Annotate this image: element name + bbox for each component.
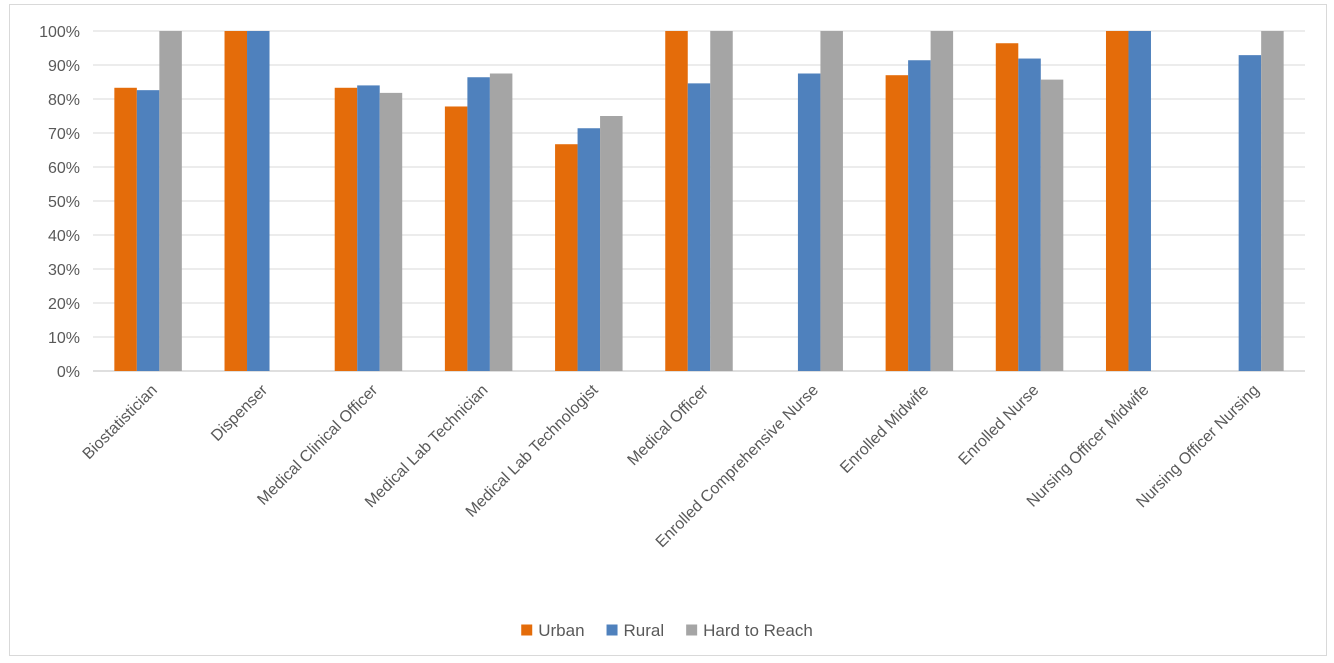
legend-swatch bbox=[521, 624, 533, 636]
x-category-label: Medical Lab Technician bbox=[362, 382, 491, 511]
bar-rural bbox=[577, 128, 601, 371]
x-category-label: Medical Clinical Officer bbox=[254, 381, 381, 508]
legend-swatch bbox=[686, 624, 698, 636]
legend-item-hard-to-reach: Hard to Reach bbox=[686, 621, 813, 640]
x-category-label: Medical Officer bbox=[625, 381, 713, 469]
bar-rural bbox=[136, 90, 160, 371]
bar-hard-to-reach bbox=[159, 31, 182, 371]
bar-hard-to-reach bbox=[600, 116, 623, 371]
y-tick-label: 40% bbox=[48, 228, 80, 245]
bar-hard-to-reach bbox=[489, 73, 513, 371]
x-category-label: Nursing Officer Nursing bbox=[1133, 382, 1262, 511]
x-category-label: Dispenser bbox=[208, 381, 271, 444]
bar-urban bbox=[885, 75, 909, 371]
bar-rural bbox=[357, 85, 380, 372]
x-category-label: Enrolled Midwife bbox=[837, 382, 932, 477]
bar-hard-to-reach bbox=[930, 31, 954, 371]
bar-urban bbox=[665, 31, 688, 371]
bar-urban bbox=[444, 106, 468, 371]
x-category-label: Nursing Officer Midwife bbox=[1024, 382, 1153, 511]
y-tick-label: 30% bbox=[48, 262, 80, 279]
bar-urban bbox=[555, 144, 578, 371]
bar-rural bbox=[1018, 58, 1041, 371]
bar-rural bbox=[687, 83, 711, 372]
bar-hard-to-reach bbox=[820, 31, 843, 371]
bar-rural bbox=[1128, 31, 1151, 371]
y-tick-label: 20% bbox=[48, 296, 80, 313]
bar-rural bbox=[797, 73, 821, 371]
bar-rural bbox=[247, 31, 270, 371]
x-category-label: Enrolled Nurse bbox=[956, 382, 1043, 469]
legend-label: Urban bbox=[538, 621, 584, 640]
x-category-label: Biostatistician bbox=[80, 382, 161, 463]
y-tick-label: 60% bbox=[48, 160, 80, 177]
bar-urban bbox=[1105, 31, 1129, 371]
legend-label: Hard to Reach bbox=[703, 621, 813, 640]
bar-rural bbox=[1238, 55, 1262, 371]
bar-urban bbox=[995, 43, 1019, 372]
bar-hard-to-reach bbox=[379, 92, 403, 371]
y-axis-tick-labels: 0% 10% 20% 30% 40% 50% 60% 70% 80% 90% 100% bbox=[39, 24, 80, 381]
bar-rural bbox=[908, 60, 931, 372]
legend-swatch bbox=[606, 624, 618, 636]
legend-item-urban: Urban bbox=[521, 621, 585, 640]
legend: Urban Rural Hard to Reach bbox=[521, 621, 813, 640]
bar-urban bbox=[224, 31, 248, 371]
bar-hard-to-reach bbox=[1040, 79, 1064, 372]
y-tick-label: 80% bbox=[48, 92, 80, 109]
legend-item-rural: Rural bbox=[606, 621, 665, 640]
bar-urban bbox=[334, 87, 358, 371]
bar-urban bbox=[114, 87, 137, 371]
y-tick-label: 100% bbox=[39, 24, 80, 41]
bars bbox=[114, 31, 1284, 372]
bar-hard-to-reach bbox=[1261, 31, 1284, 371]
y-tick-label: 90% bbox=[48, 58, 80, 75]
x-category-label: Medical Lab Technologist bbox=[463, 381, 602, 520]
y-tick-label: 10% bbox=[48, 330, 80, 347]
bar-hard-to-reach bbox=[710, 31, 733, 371]
legend-label: Rural bbox=[624, 621, 665, 640]
y-tick-label: 50% bbox=[48, 194, 80, 211]
y-tick-label: 0% bbox=[57, 364, 80, 381]
y-tick-label: 70% bbox=[48, 126, 80, 143]
bar-rural bbox=[467, 77, 490, 372]
